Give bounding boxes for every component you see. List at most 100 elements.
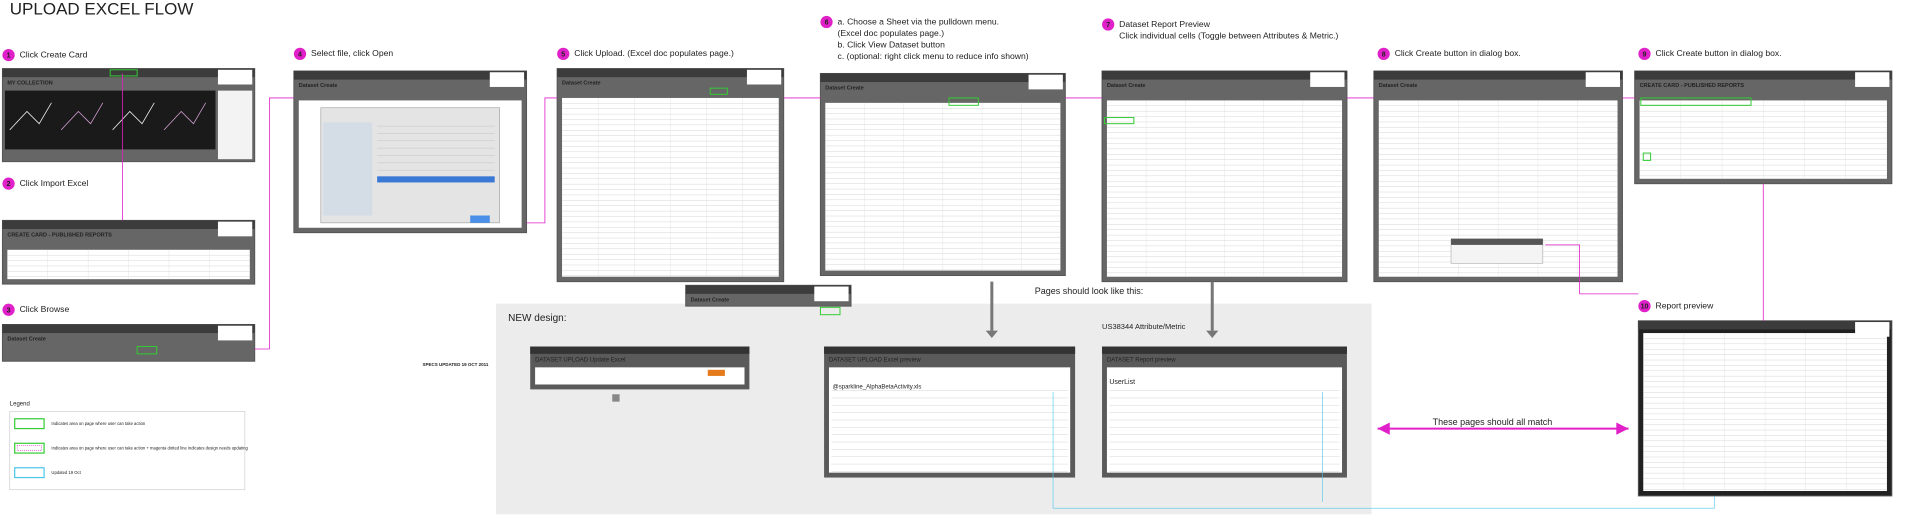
preview-icon: [612, 394, 620, 402]
screen-nav: [1634, 71, 1892, 80]
note: Pages should look like this:: [1035, 286, 1144, 296]
file-name: @sparkline_AlphaBetaActivity.xls: [833, 385, 922, 391]
new-screen-nav: [824, 346, 1076, 354]
step-badge: [293, 47, 307, 60]
step-label: c. (optional: right click menu to reduce…: [838, 51, 1029, 61]
legend-swatch: [14, 442, 45, 454]
step-label: b. Click View Dataset button: [838, 40, 946, 50]
legend-item: Updated 19 Oct: [51, 470, 81, 475]
logo: [489, 72, 525, 87]
screen-title: Dataset Create: [825, 86, 864, 92]
action-highlight: [136, 346, 158, 355]
screen-title: Dataset Create: [562, 81, 601, 87]
step-label: Click individual cells (Toggle between A…: [1119, 30, 1338, 40]
step-number: 3: [7, 307, 11, 314]
screen-nav: [2, 68, 255, 78]
step-label: (Excel doc populates page.): [838, 28, 945, 38]
logo: [217, 69, 253, 85]
legend-item: Indicates area on page where user can ta…: [51, 421, 145, 426]
step-label: Click Upload. (Excel doc populates page.…: [574, 48, 734, 58]
new-design-subheading: US38344 Attribute/Metric: [1102, 322, 1186, 331]
screen-nav: [685, 285, 852, 294]
step-number: 9: [1643, 51, 1647, 58]
screen-nav: [1373, 71, 1623, 80]
screen-nav: [1102, 71, 1347, 80]
step-number: 6: [825, 19, 829, 26]
action-highlight: [948, 97, 979, 106]
step-label: Dataset Report Preview: [1119, 19, 1211, 29]
new-screen-title: DATASET UPLOAD Update Excel: [535, 358, 625, 364]
legend-swatch: [14, 467, 45, 479]
step-number: 1: [7, 53, 11, 60]
screen-title: Dataset Create: [691, 297, 730, 303]
logo: [217, 221, 253, 237]
new-design-heading: NEW design:: [508, 313, 566, 324]
sparkline: [60, 102, 104, 131]
update-line: [1052, 391, 1715, 509]
logo: [217, 325, 253, 341]
screen-title: CREATE CARD - PUBLISHED REPORTS: [7, 233, 112, 239]
screen-title: Dataset Create: [1379, 83, 1418, 89]
screen-title: MY COLLECTION: [7, 81, 52, 87]
step-number: 8: [1382, 51, 1386, 58]
new-screen-title: DATASET UPLOAD Excel preview: [829, 358, 921, 364]
screen-nav: [293, 71, 527, 80]
step-number: 7: [1106, 22, 1110, 29]
step-number: 4: [298, 51, 302, 58]
screen-nav: [820, 73, 1066, 83]
step-label: a. Choose a Sheet via the pulldown menu.: [838, 16, 999, 26]
step-badge: [1638, 47, 1651, 60]
legend-swatch: [14, 418, 45, 430]
arrow-head: [1616, 422, 1629, 435]
dialog-header: [1451, 238, 1543, 245]
logo: [1855, 72, 1890, 87]
screen-title: Dataset Create: [1107, 83, 1146, 89]
sparkline: [9, 102, 52, 131]
new-screen-title: DATASET Report preview: [1107, 358, 1176, 364]
logo: [814, 286, 849, 302]
step-number: 5: [561, 51, 565, 58]
step-label: Click Import Excel: [20, 178, 89, 188]
step-badge: [1377, 47, 1390, 60]
sparkline: [163, 102, 207, 131]
step-number: 10: [1641, 304, 1649, 311]
logo: [1310, 72, 1345, 87]
screen-title: Dataset Create: [7, 337, 46, 343]
flow-arrow: [526, 97, 558, 224]
sparkline: [112, 102, 155, 131]
new-screen-body: [535, 367, 745, 385]
logo: [1585, 72, 1620, 87]
step-badge: [557, 47, 570, 60]
flow-arrow: [254, 97, 294, 350]
logo: [746, 69, 782, 85]
legend-item: Indicates area on page where user can ta…: [51, 445, 248, 450]
step-label: Select file, click Open: [311, 48, 393, 58]
dialog-sidebar: [323, 122, 373, 216]
note: These pages should all match: [1433, 417, 1553, 427]
arrow-head: [1377, 422, 1390, 435]
action-highlight: [709, 87, 728, 95]
step-badge: [820, 15, 833, 29]
step-badge: [2, 177, 15, 190]
step-number: 2: [7, 181, 11, 188]
arrow-head: [1206, 330, 1219, 338]
action-highlight: [1642, 152, 1652, 161]
new-screen-nav: [530, 346, 750, 354]
legend-swatch-dotted: [16, 445, 42, 451]
upload-button: [707, 369, 725, 376]
screen-nav: [1638, 320, 1892, 330]
legend-title: Legend: [10, 402, 30, 408]
step-badge: [2, 48, 15, 62]
logo: [1028, 74, 1063, 90]
open-button: [470, 215, 490, 223]
step-label: Click Browse: [20, 304, 70, 314]
collection: [4, 90, 216, 150]
action-highlight: [1640, 97, 1752, 106]
page-title: UPLOAD EXCEL FLOW: [10, 0, 194, 18]
screen-title: Dataset Create: [299, 83, 338, 89]
arrow-head: [985, 330, 998, 338]
action-highlight: [1103, 117, 1135, 125]
legend-box: [9, 411, 246, 491]
note: SPECS UPDATED 19 OCT 2011: [422, 362, 488, 367]
